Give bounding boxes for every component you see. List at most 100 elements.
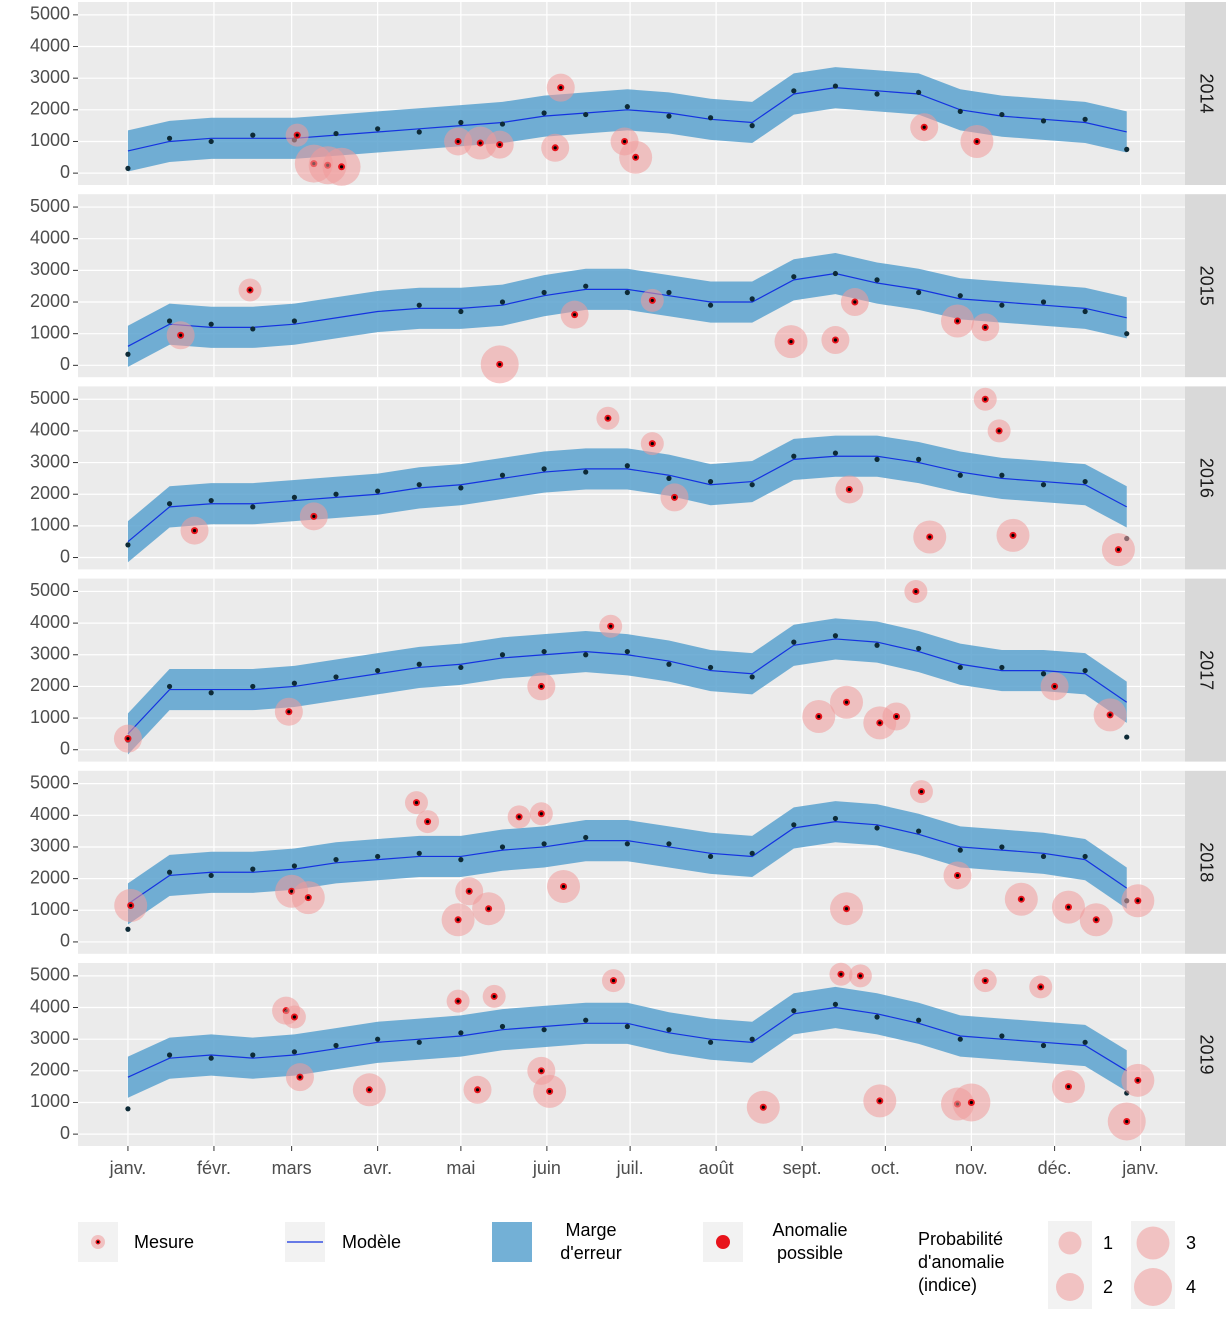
- anomaly-center: [498, 362, 502, 366]
- anomaly-center: [672, 495, 677, 499]
- anomaly-center: [983, 325, 987, 329]
- y-tick-label: 3000: [30, 451, 70, 471]
- strip-label: 2017: [1196, 650, 1216, 690]
- measure-point: [499, 652, 506, 658]
- measure-point: [333, 857, 339, 863]
- measure-point: [250, 132, 256, 138]
- y-tick-label: 5000: [30, 580, 70, 600]
- anomaly-center: [129, 903, 133, 908]
- measure-point: [916, 828, 922, 834]
- measure-point: [499, 1023, 506, 1030]
- y-tick-label: 1000: [30, 899, 70, 919]
- y-tick-label: 4000: [30, 804, 70, 824]
- error-band: [127, 435, 1127, 563]
- measure-point: [541, 648, 547, 655]
- measure-point: [916, 89, 922, 96]
- y-tick-label: 5000: [30, 388, 70, 408]
- strip-label: 2018: [1196, 842, 1216, 882]
- legend-anomaly: [716, 1235, 730, 1249]
- anomaly-center: [1066, 1085, 1071, 1089]
- x-tick-label: oct.: [871, 1158, 900, 1178]
- measure-point: [125, 165, 131, 171]
- anomaly-center: [969, 1100, 973, 1105]
- y-tick-label: 5000: [30, 196, 70, 216]
- legend-label: Modèle: [342, 1232, 401, 1252]
- anomaly-center: [478, 141, 482, 145]
- measure-point: [1040, 299, 1047, 305]
- measure-point: [791, 453, 797, 459]
- anomaly-center: [290, 889, 294, 893]
- anomaly-center: [650, 298, 654, 303]
- measure-point: [291, 680, 298, 686]
- measure-point: [499, 844, 506, 850]
- anomaly-center: [492, 994, 496, 999]
- measure-point: [583, 111, 589, 118]
- anomaly-center: [1053, 684, 1057, 689]
- measure-point: [208, 138, 214, 145]
- legend-title: Probabilité: [918, 1229, 1003, 1249]
- anomaly-center: [634, 155, 638, 159]
- measure-point: [832, 633, 839, 639]
- anomaly-center: [844, 700, 849, 704]
- anomaly-center: [367, 1088, 371, 1092]
- anomaly-center: [878, 1099, 882, 1103]
- legend-size: [1058, 1231, 1082, 1255]
- measure-point: [125, 351, 131, 357]
- y-tick-label: 1000: [30, 1091, 70, 1111]
- measure-point: [832, 83, 839, 89]
- legend-size: [1056, 1273, 1084, 1301]
- measure-point: [499, 472, 506, 478]
- anomaly-center: [983, 397, 987, 401]
- y-tick-label: 0: [60, 1123, 70, 1143]
- measure-point: [999, 302, 1005, 308]
- measure-point: [583, 652, 589, 658]
- measure-point: [458, 308, 464, 315]
- measure-point: [166, 135, 173, 141]
- measure-point: [957, 847, 963, 853]
- y-tick-label: 5000: [30, 772, 70, 792]
- anomaly-center: [1136, 1078, 1140, 1082]
- measure-point: [416, 129, 422, 135]
- anomaly-center: [789, 339, 793, 344]
- measure-point: [333, 130, 339, 137]
- measure-point: [1040, 671, 1047, 677]
- measure-point: [1040, 482, 1047, 488]
- measure-point: [125, 1106, 131, 1112]
- anomaly-center: [487, 907, 491, 911]
- measure-point: [458, 485, 464, 491]
- anomaly-center: [306, 896, 310, 900]
- measure-point: [541, 110, 547, 116]
- measure-point: [1082, 478, 1088, 485]
- measure-point: [250, 1052, 256, 1058]
- measure-point: [707, 853, 714, 860]
- y-tick-label: 3000: [30, 67, 70, 87]
- measure-point: [999, 664, 1005, 671]
- measure-point: [749, 1036, 755, 1042]
- measure-point: [666, 289, 672, 296]
- anomaly-center: [894, 714, 899, 719]
- measure-point: [208, 1055, 214, 1061]
- x-tick-label: févr.: [197, 1158, 231, 1178]
- y-tick-label: 1000: [30, 130, 70, 150]
- legend-label: d'erreur: [560, 1243, 621, 1263]
- anomaly-center: [1136, 899, 1140, 903]
- measure-point: [375, 667, 381, 674]
- strip-label: 2019: [1196, 1034, 1216, 1074]
- legend-label: possible: [777, 1243, 843, 1263]
- error-band: [127, 618, 1127, 755]
- measure-point: [375, 126, 381, 132]
- measure-point: [832, 270, 839, 277]
- anomaly-center: [955, 873, 960, 878]
- measure-point: [1082, 1039, 1088, 1045]
- measure-point: [583, 469, 589, 475]
- anomaly-center: [650, 441, 654, 446]
- anomaly-center: [914, 589, 918, 594]
- measure-point: [375, 853, 381, 860]
- strip: [1185, 770, 1226, 954]
- measure-point: [624, 463, 630, 469]
- measure-point: [541, 289, 547, 296]
- measure-point: [416, 302, 422, 308]
- model-line: [127, 1006, 1128, 1078]
- anomaly-center: [622, 139, 627, 144]
- anomaly-center: [1019, 897, 1023, 901]
